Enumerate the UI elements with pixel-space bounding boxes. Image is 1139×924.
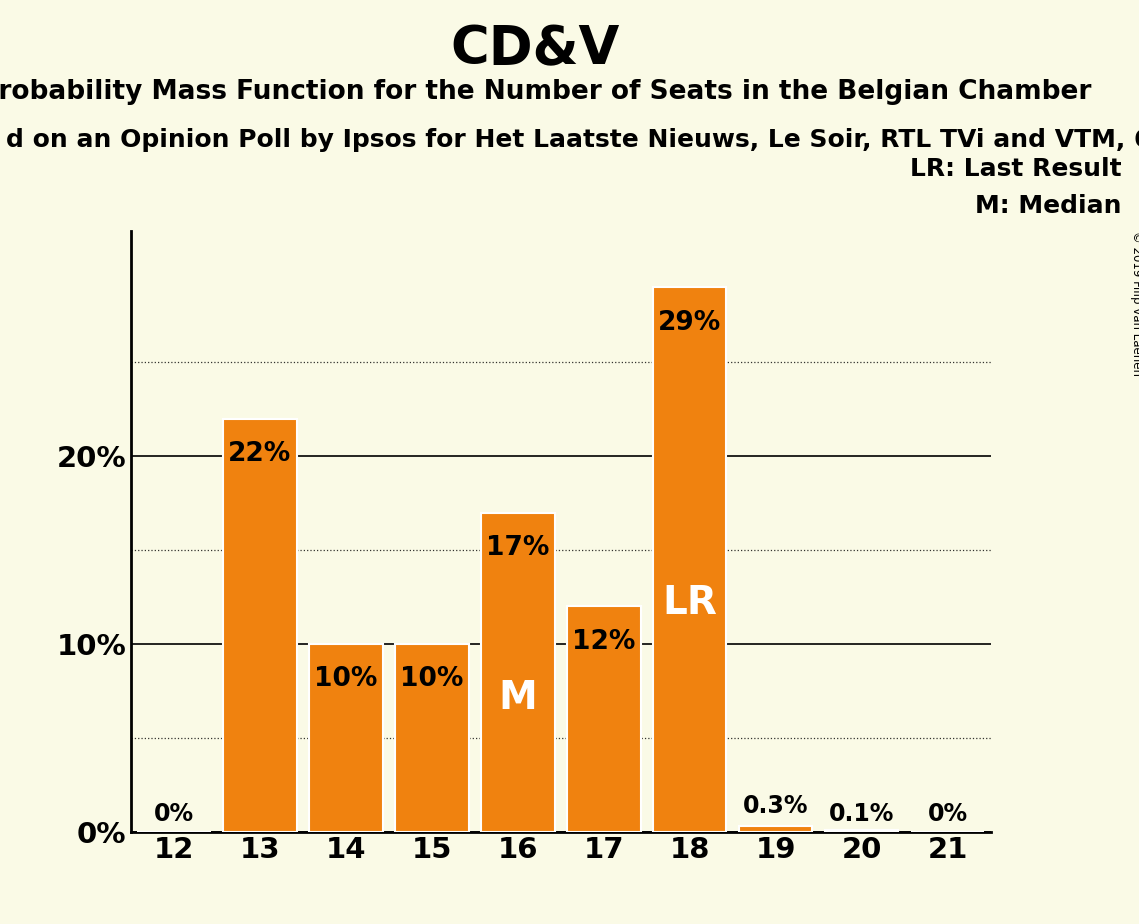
Text: LR: LR: [663, 584, 718, 622]
Text: M: Median: M: Median: [975, 194, 1122, 218]
Text: 0.1%: 0.1%: [829, 802, 894, 826]
Text: 10%: 10%: [314, 666, 378, 692]
Text: M: M: [499, 678, 538, 717]
Bar: [310, 644, 383, 832]
Text: 0%: 0%: [928, 802, 968, 826]
Text: 10%: 10%: [400, 666, 464, 692]
Text: d on an Opinion Poll by Ipsos for Het Laatste Nieuws, Le Soir, RTL TVi and VTM, : d on an Opinion Poll by Ipsos for Het La…: [6, 128, 1139, 152]
Bar: [654, 287, 727, 832]
Text: © 2019 Filip van Laenen: © 2019 Filip van Laenen: [1130, 231, 1139, 376]
Text: 12%: 12%: [572, 629, 636, 655]
Text: 0%: 0%: [154, 802, 194, 826]
Text: 0.3%: 0.3%: [743, 795, 809, 819]
Bar: [223, 419, 296, 832]
Bar: [826, 830, 899, 832]
Text: 29%: 29%: [658, 310, 722, 335]
Bar: [739, 826, 812, 832]
Bar: [482, 513, 555, 832]
Text: 17%: 17%: [486, 535, 550, 561]
Text: LR: Last Result: LR: Last Result: [910, 157, 1122, 181]
Bar: [567, 606, 640, 832]
Bar: [395, 644, 468, 832]
Text: CD&V: CD&V: [451, 23, 620, 75]
Text: Probability Mass Function for the Number of Seats in the Belgian Chamber: Probability Mass Function for the Number…: [0, 79, 1091, 104]
Text: 22%: 22%: [228, 442, 292, 468]
